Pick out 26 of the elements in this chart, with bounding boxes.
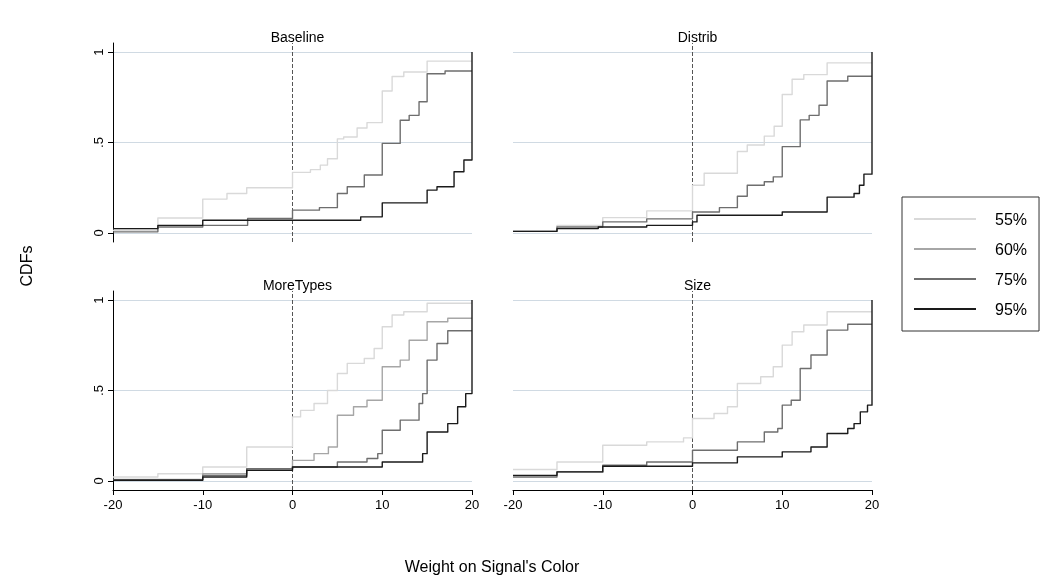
x-tick-label: 20 bbox=[464, 497, 480, 512]
y-tick-label: .5 bbox=[91, 385, 106, 396]
y-tick-label: .5 bbox=[91, 137, 106, 148]
x-tick-label: 20 bbox=[864, 497, 880, 512]
x-tick-label: -10 bbox=[593, 497, 613, 512]
y-tick-label: 0 bbox=[91, 477, 106, 485]
x-tick-label: 0 bbox=[288, 497, 297, 512]
chart-title: Distrib bbox=[677, 29, 718, 45]
y-tick-label: 1 bbox=[91, 48, 106, 56]
x-tick-label: -20 bbox=[103, 497, 123, 512]
chart-title: Baseline bbox=[270, 29, 325, 45]
y-tick-label: 1 bbox=[91, 296, 106, 304]
legend-label: 60% bbox=[995, 240, 1028, 258]
x-axis-title: Weight on Signal's Color bbox=[404, 558, 580, 576]
y-tick-label: 0 bbox=[91, 229, 106, 237]
x-tick-label: 10 bbox=[775, 497, 790, 512]
legend-label: 55% bbox=[995, 210, 1028, 228]
legend-label: 95% bbox=[995, 300, 1028, 318]
x-tick-label: -20 bbox=[503, 497, 523, 512]
y-axis-title: CDFs bbox=[18, 245, 36, 287]
x-tick-label: 0 bbox=[688, 497, 697, 512]
chart-title: Size bbox=[683, 277, 712, 293]
chart-title: MoreTypes bbox=[262, 277, 333, 293]
x-tick-label: -10 bbox=[193, 497, 213, 512]
legend-label: 75% bbox=[995, 270, 1028, 288]
x-tick-label: 10 bbox=[375, 497, 390, 512]
